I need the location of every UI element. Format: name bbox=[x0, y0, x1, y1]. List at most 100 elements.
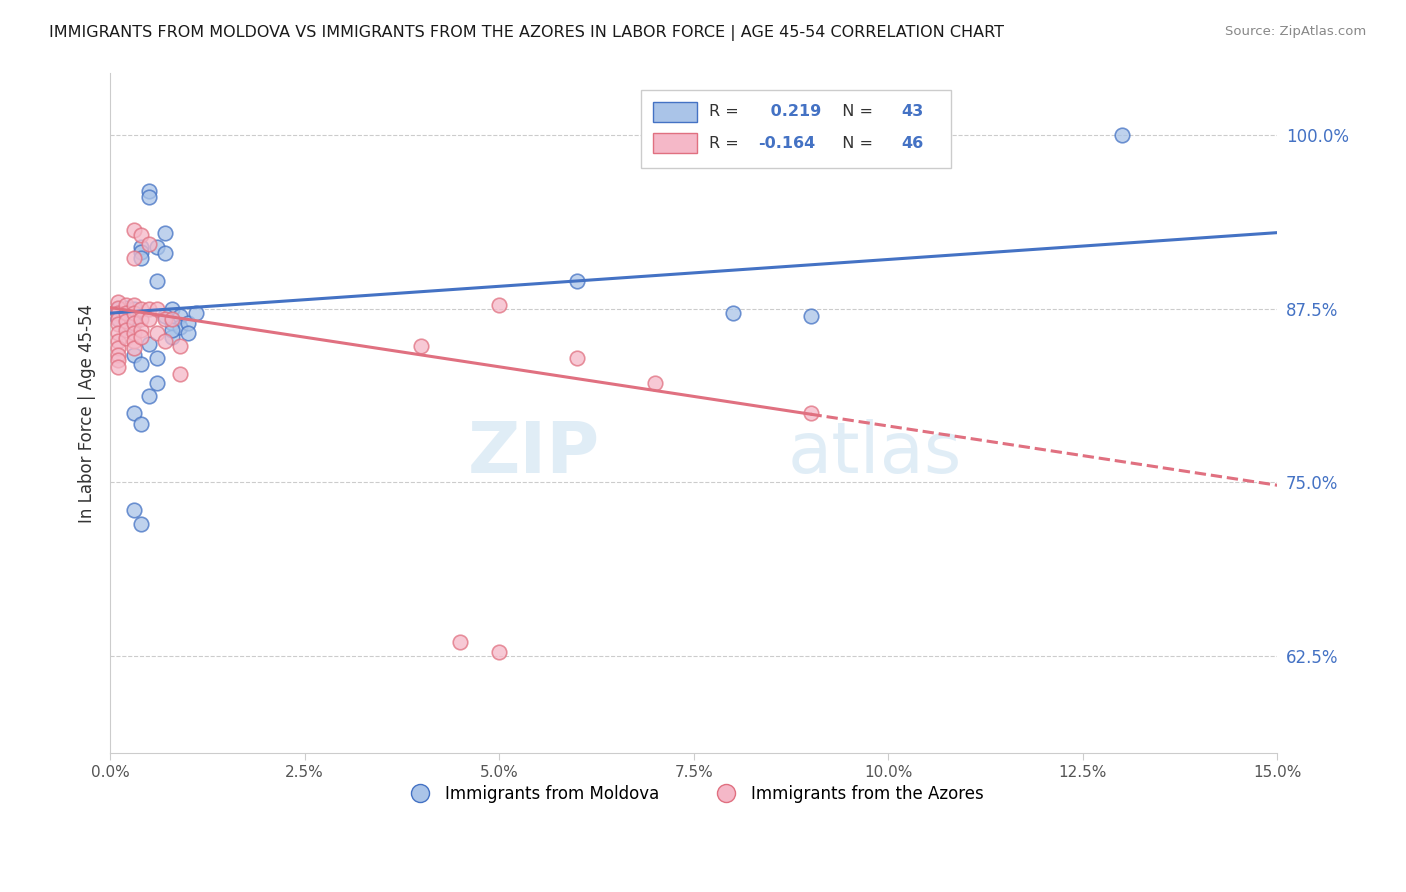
Point bbox=[129, 323, 152, 337]
Point bbox=[169, 320, 191, 334]
Point bbox=[1111, 128, 1133, 143]
Point bbox=[107, 301, 129, 316]
Point bbox=[721, 306, 744, 320]
Point bbox=[122, 298, 145, 312]
Point bbox=[146, 376, 169, 390]
Point bbox=[114, 318, 136, 333]
Point bbox=[129, 245, 152, 260]
Point bbox=[169, 309, 191, 323]
Point bbox=[122, 223, 145, 237]
Text: R =: R = bbox=[709, 104, 744, 120]
Point bbox=[107, 306, 129, 320]
Point bbox=[122, 301, 145, 316]
Point bbox=[129, 301, 152, 316]
Point bbox=[122, 306, 145, 320]
Point bbox=[138, 389, 160, 403]
Point bbox=[488, 298, 510, 312]
Text: R =: R = bbox=[709, 136, 744, 151]
Point bbox=[411, 339, 433, 353]
Point bbox=[114, 314, 136, 328]
Point bbox=[162, 330, 184, 344]
Legend: Immigrants from Moldova, Immigrants from the Azores: Immigrants from Moldova, Immigrants from… bbox=[396, 778, 991, 809]
Point bbox=[107, 341, 129, 355]
Text: IMMIGRANTS FROM MOLDOVA VS IMMIGRANTS FROM THE AZORES IN LABOR FORCE | AGE 45-54: IMMIGRANTS FROM MOLDOVA VS IMMIGRANTS FR… bbox=[49, 25, 1004, 41]
Point bbox=[107, 326, 129, 340]
Point bbox=[122, 503, 145, 517]
Point bbox=[114, 301, 136, 315]
Point bbox=[153, 246, 176, 260]
Point bbox=[146, 274, 169, 288]
Point bbox=[107, 311, 129, 326]
Point bbox=[114, 323, 136, 337]
Point bbox=[114, 306, 136, 320]
Point bbox=[129, 517, 152, 532]
Point bbox=[177, 316, 200, 330]
Point bbox=[488, 645, 510, 659]
Point bbox=[107, 348, 129, 362]
Point bbox=[122, 406, 145, 420]
Point bbox=[129, 311, 152, 326]
Point bbox=[122, 326, 145, 340]
Point bbox=[138, 311, 160, 326]
Point bbox=[122, 334, 145, 348]
Point bbox=[138, 301, 160, 316]
Y-axis label: In Labor Force | Age 45-54: In Labor Force | Age 45-54 bbox=[79, 303, 96, 523]
Point bbox=[162, 311, 184, 326]
Text: 43: 43 bbox=[901, 104, 924, 120]
Point bbox=[107, 301, 129, 315]
Point bbox=[122, 341, 145, 355]
FancyBboxPatch shape bbox=[652, 102, 697, 122]
Point bbox=[138, 336, 160, 351]
Point bbox=[146, 351, 169, 365]
Point bbox=[114, 311, 136, 326]
Point bbox=[184, 306, 207, 320]
Point bbox=[129, 417, 152, 432]
Text: -0.164: -0.164 bbox=[758, 136, 815, 151]
Text: 0.219: 0.219 bbox=[765, 104, 821, 120]
Point bbox=[644, 376, 666, 390]
Point bbox=[138, 236, 160, 251]
Point bbox=[129, 251, 152, 265]
Point bbox=[114, 306, 136, 320]
Point bbox=[162, 323, 184, 337]
Text: 46: 46 bbox=[901, 136, 924, 151]
Point bbox=[129, 239, 152, 253]
Point bbox=[146, 239, 169, 253]
Point bbox=[129, 330, 152, 344]
Text: ZIP: ZIP bbox=[468, 419, 600, 489]
FancyBboxPatch shape bbox=[652, 133, 697, 153]
Point bbox=[146, 326, 169, 340]
Point bbox=[146, 301, 169, 316]
Point bbox=[565, 351, 588, 365]
Point bbox=[122, 348, 145, 362]
Point bbox=[107, 295, 129, 310]
Point bbox=[107, 306, 129, 320]
Point bbox=[138, 184, 160, 198]
Point bbox=[799, 406, 821, 420]
Point bbox=[162, 316, 184, 330]
Point bbox=[129, 228, 152, 243]
Point bbox=[114, 331, 136, 345]
Point bbox=[114, 298, 136, 312]
Point bbox=[153, 226, 176, 240]
Point bbox=[153, 334, 176, 348]
Point bbox=[107, 353, 129, 368]
Point bbox=[107, 311, 129, 326]
Point bbox=[107, 334, 129, 348]
Point bbox=[122, 316, 145, 330]
Text: N =: N = bbox=[831, 136, 877, 151]
Point bbox=[129, 358, 152, 372]
Point bbox=[565, 274, 588, 288]
Point bbox=[122, 316, 145, 330]
Point bbox=[169, 339, 191, 353]
Text: atlas: atlas bbox=[787, 419, 962, 489]
Point bbox=[169, 368, 191, 382]
Point bbox=[162, 301, 184, 316]
FancyBboxPatch shape bbox=[641, 90, 950, 169]
Point bbox=[153, 309, 176, 323]
Text: Source: ZipAtlas.com: Source: ZipAtlas.com bbox=[1226, 25, 1367, 38]
Text: N =: N = bbox=[831, 104, 877, 120]
Point bbox=[122, 251, 145, 265]
Point bbox=[107, 360, 129, 375]
Point bbox=[138, 189, 160, 203]
